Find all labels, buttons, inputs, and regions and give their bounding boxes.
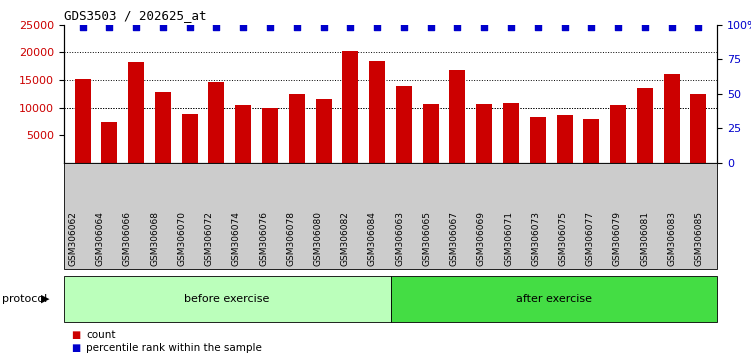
Bar [664,74,680,163]
Text: ▶: ▶ [41,294,49,304]
Text: GSM306076: GSM306076 [259,211,268,266]
Point [398,24,410,30]
Text: before exercise: before exercise [185,294,270,304]
Point [478,24,490,30]
Point [692,24,704,30]
Bar [637,88,653,163]
Text: GSM306074: GSM306074 [232,211,241,266]
Text: percentile rank within the sample: percentile rank within the sample [86,343,262,353]
Point [559,24,571,30]
Text: GSM306065: GSM306065 [422,211,431,266]
Text: GSM306078: GSM306078 [286,211,295,266]
Bar [556,115,572,163]
Point [104,24,116,30]
Point [665,24,677,30]
Text: GSM306069: GSM306069 [477,211,486,266]
Bar [101,122,117,163]
Point [318,24,330,30]
Bar [74,79,91,163]
Text: GSM306072: GSM306072 [204,211,213,266]
Point [237,24,249,30]
Text: ■: ■ [71,343,80,353]
Point [451,24,463,30]
Text: after exercise: after exercise [516,294,592,304]
Bar [584,119,599,163]
Point [264,24,276,30]
Bar [262,108,278,163]
Text: GSM306066: GSM306066 [123,211,132,266]
Text: GSM306084: GSM306084 [368,211,377,266]
Text: count: count [86,330,116,339]
Text: GSM306077: GSM306077 [586,211,595,266]
Text: GSM306083: GSM306083 [668,211,677,266]
Point [585,24,597,30]
Bar [369,61,385,163]
Bar [423,104,439,163]
Bar [690,95,707,163]
Text: GSM306068: GSM306068 [150,211,159,266]
Point [424,24,436,30]
Bar [155,92,171,163]
Point [371,24,383,30]
Point [345,24,357,30]
Text: GSM306073: GSM306073 [531,211,540,266]
Point [184,24,196,30]
Bar [449,69,466,163]
Text: GSM306081: GSM306081 [640,211,649,266]
Text: GSM306082: GSM306082 [341,211,350,266]
Text: GSM306067: GSM306067 [450,211,459,266]
Point [505,24,517,30]
Bar [182,114,198,163]
Bar [315,99,332,163]
Text: GSM306062: GSM306062 [68,211,77,266]
Point [210,24,222,30]
Bar [342,51,358,163]
Bar [396,86,412,163]
Bar [476,104,492,163]
Text: GSM306080: GSM306080 [313,211,322,266]
Bar [128,62,144,163]
Text: GSM306071: GSM306071 [504,211,513,266]
Text: GSM306075: GSM306075 [559,211,568,266]
Point [532,24,544,30]
Text: protocol: protocol [2,294,47,304]
Point [291,24,303,30]
Point [157,24,169,30]
Bar [209,82,225,163]
Bar [610,105,626,163]
Point [612,24,624,30]
Text: ■: ■ [71,330,80,339]
Point [77,24,89,30]
Point [130,24,142,30]
Point [639,24,651,30]
Bar [503,103,519,163]
Text: GSM306085: GSM306085 [695,211,704,266]
Bar [289,94,305,163]
Text: GDS3503 / 202625_at: GDS3503 / 202625_at [64,9,207,22]
Text: GSM306064: GSM306064 [95,211,104,266]
Bar [529,117,546,163]
Text: GSM306079: GSM306079 [613,211,622,266]
Text: GSM306070: GSM306070 [177,211,186,266]
Bar [235,105,252,163]
Text: GSM306063: GSM306063 [395,211,404,266]
